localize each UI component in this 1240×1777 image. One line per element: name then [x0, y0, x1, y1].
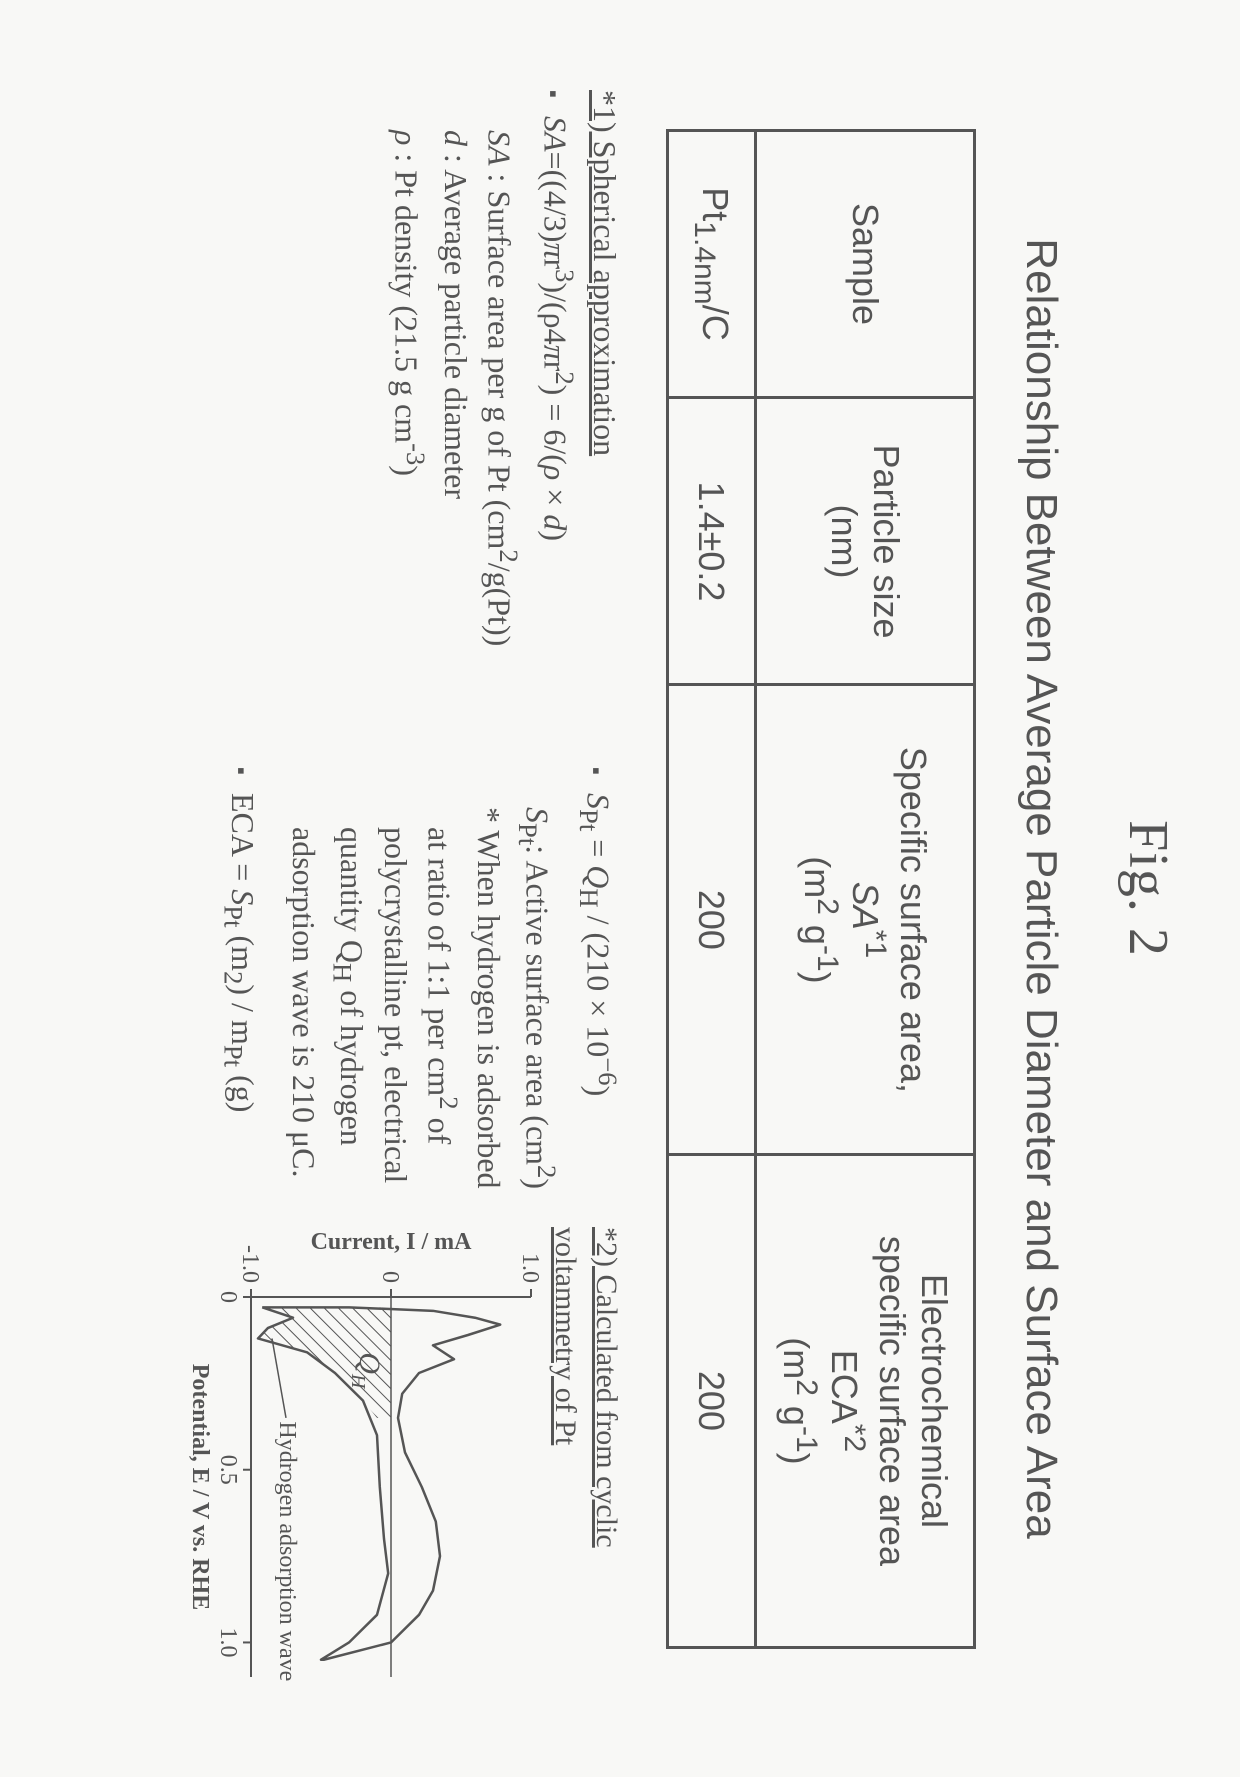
svg-text:0: 0	[215, 1291, 241, 1303]
note2-star-0: * When hydrogen is adsorbed	[467, 767, 510, 1207]
svg-text:1.0: 1.0	[215, 1627, 241, 1657]
note1-heading: *1) Spherical approximation	[583, 90, 626, 717]
table-header-row: Sample Particle size(nm) Specific surfac…	[756, 130, 975, 1647]
note2-spt-def: SPt: Active surface area (cm2)	[510, 767, 565, 1207]
note2-eca-formula: ECA = SPt (m2) / mPt (g)	[216, 767, 264, 1207]
data-table: Sample Particle size(nm) Specific surfac…	[666, 129, 976, 1649]
note1-formula: SA=((4/3)πr3)/(ρ4πr2) = 6/(ρ × d)	[533, 90, 583, 717]
col-eca: Electrochemicalspecific surface areaECA*…	[756, 1155, 975, 1647]
note-1: *1) Spherical approximation SA=((4/3)πr3…	[181, 90, 626, 717]
svg-text:0: 0	[377, 1271, 403, 1283]
note2-star-3: quantity QH of hydrogen	[325, 767, 373, 1207]
note1-line-rho: ρ : Pt density (21.5 g cm-3)	[384, 90, 434, 717]
table-row: Pt1.4nm/C 1.4±0.2 200 200	[667, 130, 755, 1647]
svg-text:Potential, E / V vs. RHE: Potential, E / V vs. RHE	[187, 1364, 213, 1610]
cell-eca: 200	[667, 1155, 755, 1647]
cell-sa: 200	[667, 685, 755, 1155]
page-title: Relationship Between Average Particle Di…	[1016, 90, 1066, 1687]
note-2: SPt = QH / (210 × 10−6) SPt: Active surf…	[181, 767, 626, 1687]
col-sample: Sample	[756, 130, 975, 398]
svg-text:Current, I / mA: Current, I / mA	[310, 1229, 472, 1255]
note2-formula: SPt = QH / (210 × 10−6)	[571, 767, 626, 1207]
cell-sample: Pt1.4nm/C	[667, 130, 755, 398]
svg-text:0.5: 0.5	[215, 1455, 241, 1485]
col-particle-size: Particle size(nm)	[756, 398, 975, 685]
figure-label: Fig. 2	[1116, 90, 1180, 1687]
svg-text:1.0: 1.0	[517, 1253, 541, 1283]
col-sa: Specific surface area, SA*1(m2 g-1)	[756, 685, 975, 1155]
footnotes: *1) Spherical approximation SA=((4/3)πr3…	[181, 90, 626, 1687]
cv-plot: 00.51.0-1.001.0QHHydrogen adsorption wav…	[181, 1227, 541, 1687]
svg-text:Hydrogen adsorption wave: Hydrogen adsorption wave	[274, 1421, 300, 1681]
note2-star-2: polycrystalline pt, electrical	[374, 767, 417, 1207]
note2-star-4: adsorption wave is 210 μC.	[282, 767, 325, 1207]
note2-star-1: at ratio of 1:1 per cm2 of	[417, 767, 467, 1207]
note1-line-d: d : Average particle diameter	[434, 90, 477, 717]
note2-heading: *2) Calculated from cyclic voltammetry o…	[545, 1227, 626, 1687]
cell-particle-size: 1.4±0.2	[667, 398, 755, 685]
cv-chart: *2) Calculated from cyclic voltammetry o…	[181, 1227, 626, 1687]
svg-text:-1.0: -1.0	[237, 1245, 263, 1283]
note1-line-sa: SA : Surface area per g of Pt (cm2/g(Pt)…	[477, 90, 527, 717]
